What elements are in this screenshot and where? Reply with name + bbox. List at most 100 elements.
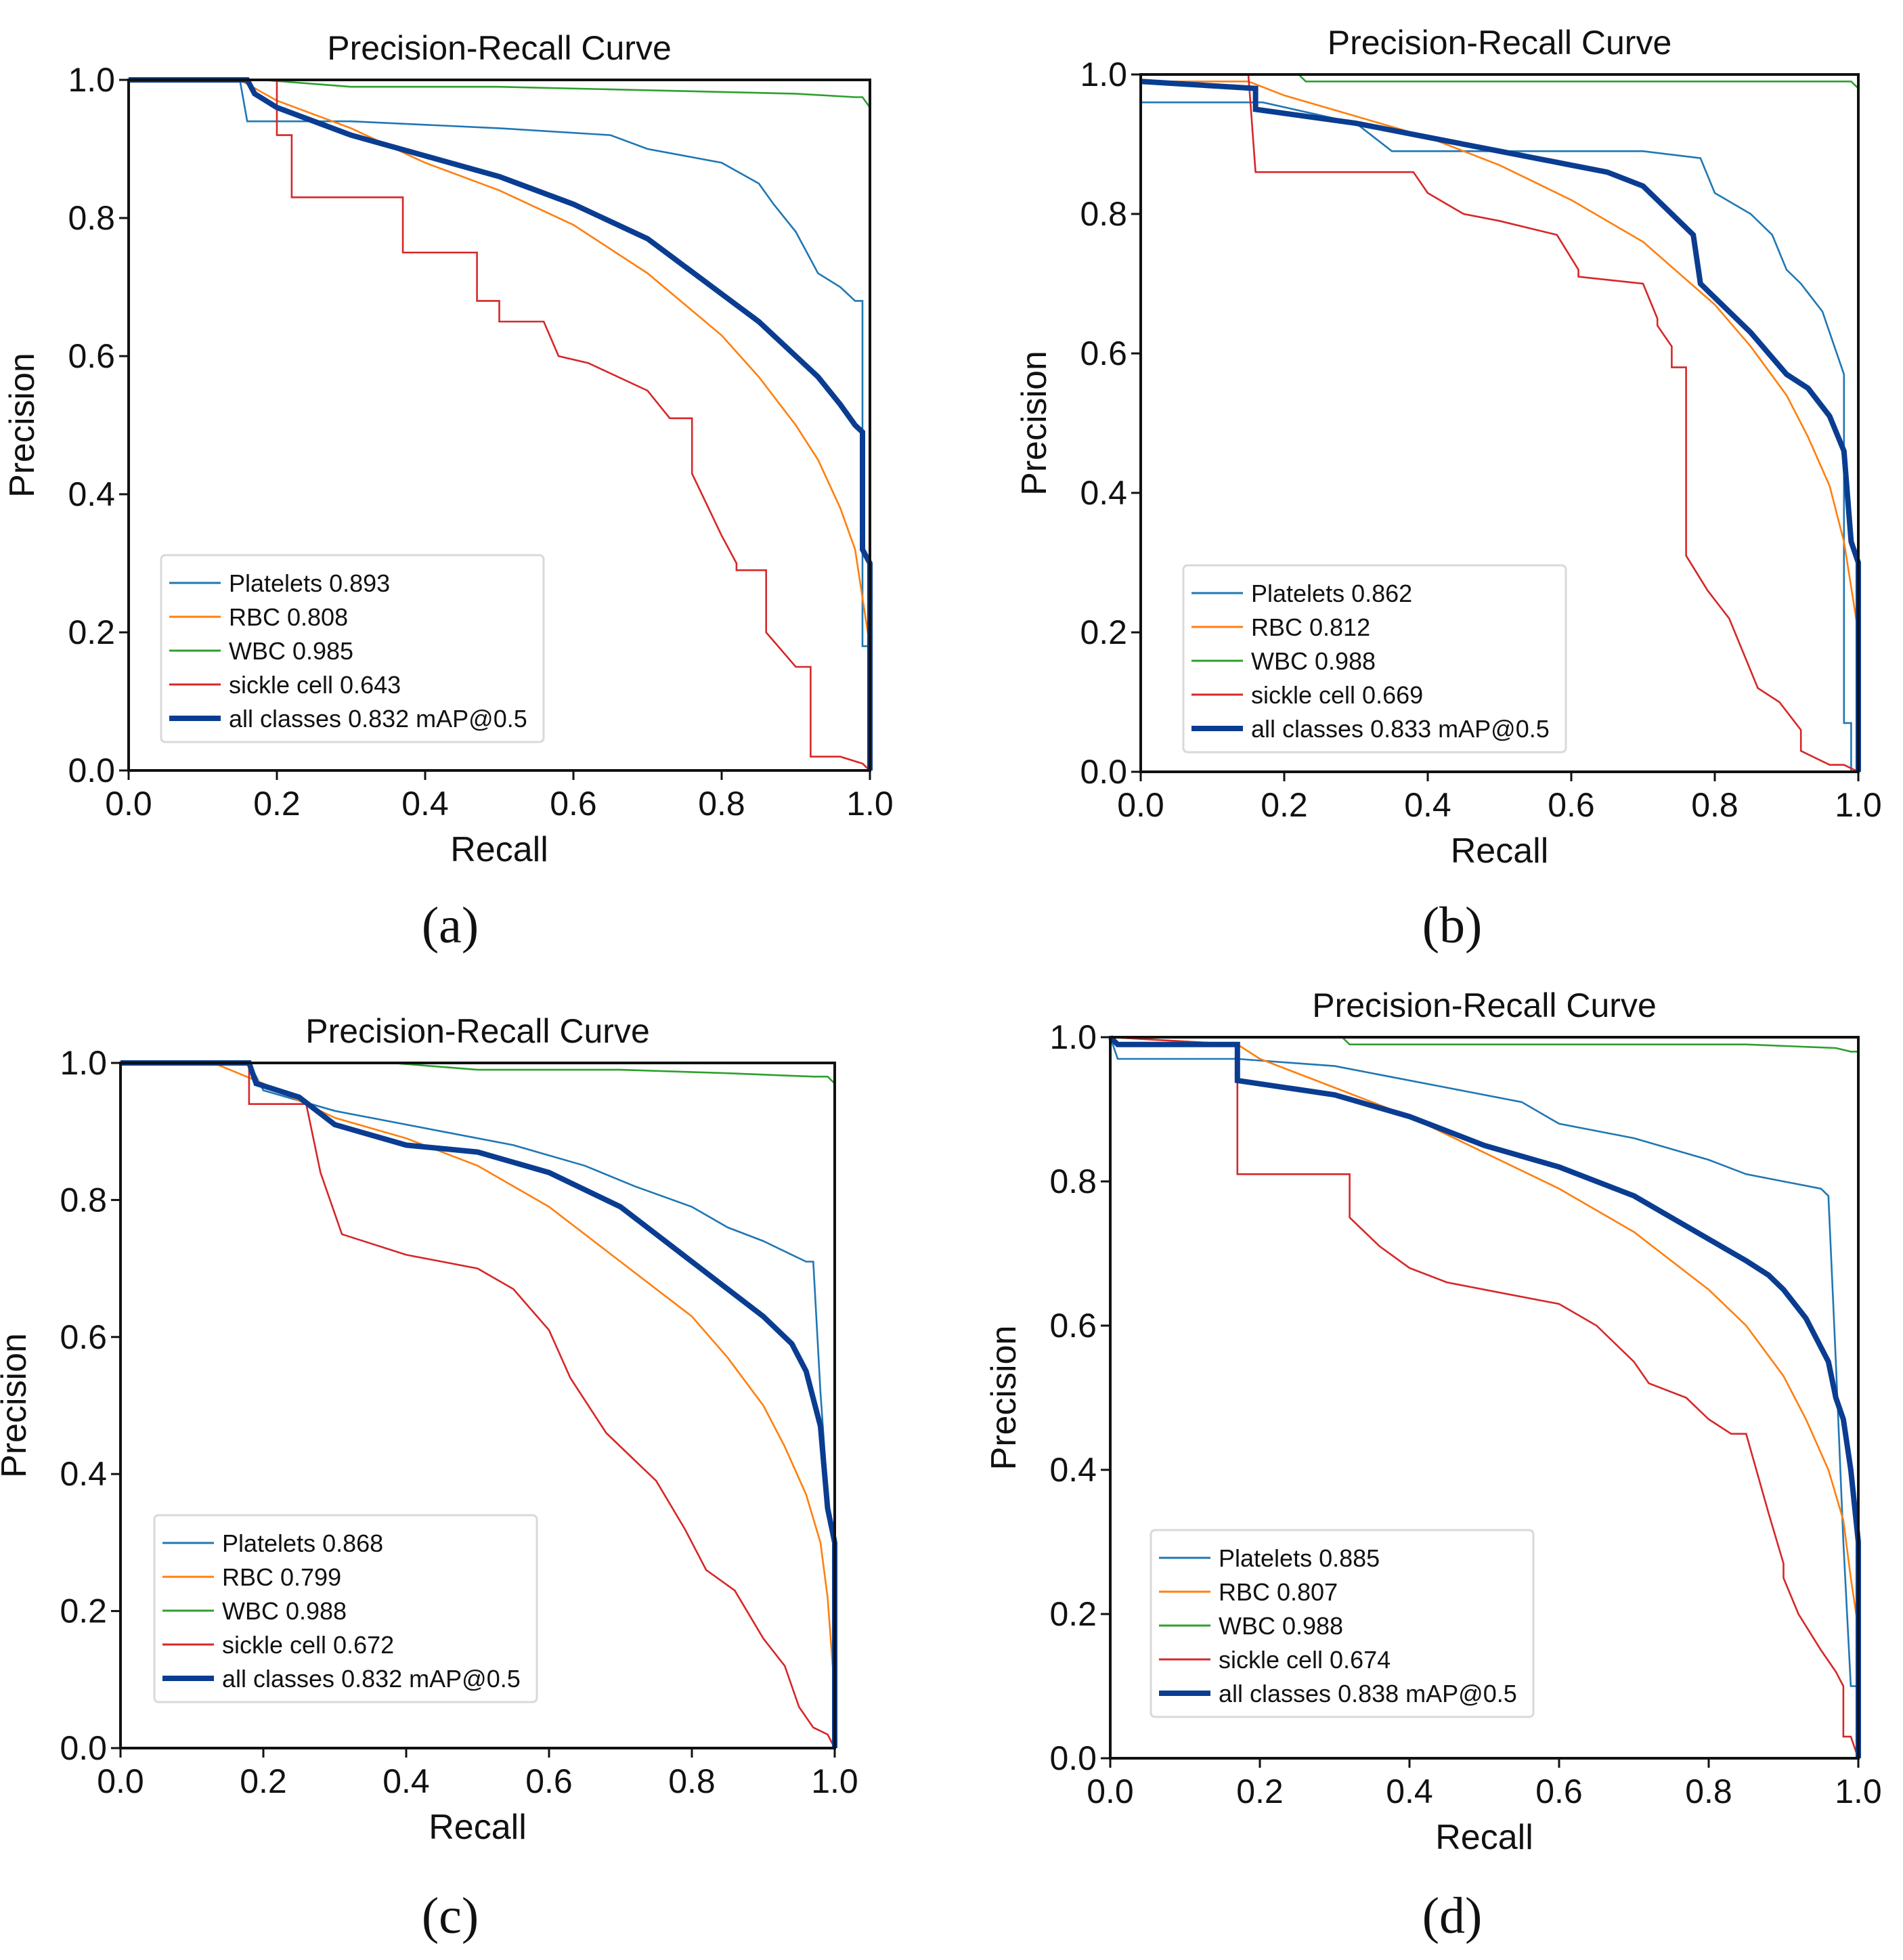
x-tick-label: 0.2 [253, 785, 301, 823]
legend: Platelets 0.885 RBC 0.807 WBC 0.988 sickle … [1150, 1529, 1535, 1718]
legend-box [160, 554, 545, 743]
series-line-sickle-cell [121, 1062, 836, 1749]
y-tick-label: 0.8 [1080, 195, 1127, 233]
y-tick-label: 1.0 [60, 1044, 107, 1082]
y-tick-label: 0.2 [60, 1592, 107, 1630]
plot-area [121, 1060, 837, 1749]
series-line-sickle-cell [1110, 1036, 1860, 1759]
panel-b: Precision-Recall Curve 0.0 0.2 0.4 0.6 0.8 1.… [1015, 24, 1882, 954]
series-line-all-classes [121, 1060, 837, 1748]
x-tick-label: 0.0 [1117, 786, 1164, 824]
legend-label-rbc: RBC 0.799 [222, 1563, 341, 1591]
y-tick-label: 0.4 [1080, 474, 1127, 512]
panel-label: (a) [422, 897, 479, 954]
legend: Platelets 0.868 RBC 0.799 WBC 0.988 sickle … [153, 1514, 538, 1703]
x-axis-label: Recall [1435, 1818, 1533, 1857]
panel-c: Precision-Recall Curve 0.0 0.2 0.4 0.6 0.8 1.… [0, 1012, 858, 1944]
y-axis-label: Precision [984, 1326, 1024, 1471]
y-tick-label: 0.0 [1049, 1739, 1097, 1777]
series-line-wbc [1110, 1036, 1860, 1758]
x-tick-label: 0.0 [105, 785, 152, 823]
y-tick-label: 0.4 [68, 475, 115, 513]
legend-label-platelets: Platelets 0.893 [229, 569, 390, 597]
chart-title: Precision-Recall Curve [1328, 24, 1672, 62]
legend: Platelets 0.893 RBC 0.808 WBC 0.985 sickle … [160, 554, 545, 743]
series-line-all-classes [1140, 79, 1861, 772]
x-tick-label: 0.4 [382, 1762, 430, 1800]
y-tick-label: 0.0 [60, 1729, 107, 1767]
x-tick-label: 0.6 [550, 785, 597, 823]
legend-label-rbc: RBC 0.807 [1219, 1578, 1338, 1606]
y-tick-label: 0.2 [1080, 613, 1127, 651]
ticks: 0.0 0.2 0.4 0.6 0.8 1.0 0.0 0.2 0.4 0.6 0.8 1.0 [60, 1044, 858, 1800]
ticks: 0.0 0.2 0.4 0.6 0.8 1.0 0.0 0.2 0.4 0.6 0.8 1.0 [1049, 1018, 1881, 1810]
y-tick-label: 0.8 [60, 1181, 107, 1219]
x-tick-label: 0.8 [668, 1762, 716, 1800]
y-tick-label: 0.8 [1049, 1162, 1097, 1200]
y-tick-label: 0.4 [60, 1455, 107, 1493]
legend-box [153, 1514, 538, 1703]
axes-frame [1139, 73, 1860, 773]
x-tick-label: 0.2 [240, 1762, 287, 1800]
y-tick-label: 1.0 [68, 61, 115, 99]
chart-title: Precision-Recall Curve [305, 1012, 650, 1050]
legend-label-wbc: WBC 0.985 [229, 637, 353, 665]
x-tick-label: 0.2 [1261, 786, 1308, 824]
legend-label-rbc: RBC 0.808 [229, 603, 348, 631]
ticks: 0.0 0.2 0.4 0.6 0.8 1.0 0.0 0.2 0.4 0.6 0.8 1.0 [1080, 56, 1881, 824]
legend-label-platelets: Platelets 0.868 [222, 1529, 383, 1557]
panel-label: (b) [1422, 897, 1483, 954]
legend-label-sickle-cell: sickle cell 0.672 [222, 1631, 394, 1659]
x-tick-label: 0.4 [401, 785, 449, 823]
legend-label-all-classes: all classes 0.833 mAP@0.5 [1251, 715, 1550, 743]
series-line-sickle-cell [129, 79, 871, 771]
legend-label-rbc: RBC 0.812 [1251, 613, 1370, 641]
panel-label: (c) [422, 1888, 479, 1944]
series-line-all-classes [1108, 1035, 1861, 1758]
y-tick-label: 0.6 [1080, 334, 1127, 372]
axes-frame [1109, 1036, 1860, 1760]
y-tick-label: 0.0 [1080, 753, 1127, 791]
legend-box [1182, 564, 1567, 754]
series-line-platelets [1141, 101, 1858, 773]
axes-frame [127, 79, 871, 772]
series-line-rbc [1141, 81, 1860, 772]
legend-label-all-classes: all classes 0.832 mAP@0.5 [222, 1665, 521, 1693]
y-tick-label: 1.0 [1049, 1018, 1097, 1056]
legend-label-sickle-cell: sickle cell 0.669 [1251, 681, 1423, 709]
y-tick-label: 1.0 [1080, 56, 1127, 93]
series-line-platelets [121, 1062, 836, 1748]
chart-title: Precision-Recall Curve [1312, 986, 1657, 1024]
plot-area [129, 77, 873, 771]
y-tick-label: 0.0 [68, 752, 115, 789]
y-tick-label: 0.4 [1049, 1451, 1097, 1489]
x-tick-label: 1.0 [1835, 786, 1882, 824]
ticks: 0.0 0.2 0.4 0.6 0.8 1.0 0.0 0.2 0.4 0.6 0.8 1.0 [68, 61, 893, 823]
x-tick-label: 0.2 [1236, 1772, 1284, 1810]
legend-label-platelets: Platelets 0.885 [1219, 1544, 1380, 1572]
panel-d: Precision-Recall Curve 0.0 0.2 0.4 0.6 0.8 1.… [984, 986, 1882, 1944]
legend-label-all-classes: all classes 0.838 mAP@0.5 [1219, 1680, 1517, 1707]
legend-label-sickle-cell: sickle cell 0.643 [229, 671, 401, 699]
series-line-wbc [121, 1062, 836, 1748]
legend-box [1150, 1529, 1535, 1718]
y-axis-label: Precision [1015, 351, 1054, 496]
y-tick-label: 0.8 [68, 199, 115, 237]
x-tick-label: 0.4 [1386, 1772, 1433, 1810]
legend-label-all-classes: all classes 0.832 mAP@0.5 [229, 705, 527, 733]
y-axis-label: Precision [0, 1333, 34, 1478]
panel-label: (d) [1422, 1888, 1483, 1944]
y-tick-label: 0.2 [68, 613, 115, 651]
x-tick-label: 1.0 [846, 785, 894, 823]
x-tick-label: 0.0 [1087, 1772, 1134, 1810]
series-line-platelets [1109, 1037, 1860, 1758]
legend-label-sickle-cell: sickle cell 0.674 [1219, 1646, 1391, 1674]
x-tick-label: 0.8 [1691, 786, 1738, 824]
legend-label-wbc: WBC 0.988 [222, 1597, 347, 1625]
axes-frame [119, 1062, 836, 1749]
series-line-rbc [129, 79, 871, 770]
series-line-all-classes [129, 77, 873, 770]
series-line-rbc [1110, 1036, 1860, 1758]
x-tick-label: 0.8 [698, 785, 745, 823]
